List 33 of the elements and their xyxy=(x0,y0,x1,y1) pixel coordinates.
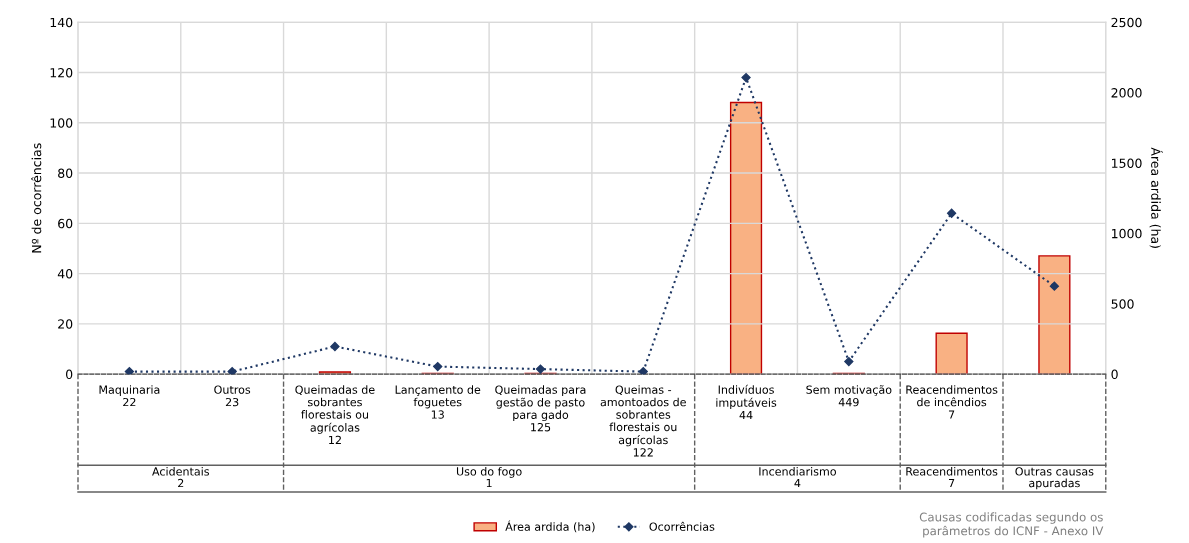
x-tick-label: Queimadas de sobrantes florestais ou agrícolas 12 xyxy=(295,385,375,444)
y2-tick-label: 1000 xyxy=(1112,228,1142,239)
y-tick-label: 0 xyxy=(66,369,73,380)
legend-label: Área ardida (ha) xyxy=(505,520,595,533)
y2-tick-label: 2000 xyxy=(1111,88,1142,98)
y2-tick-label: 500 xyxy=(1111,299,1134,309)
y-tick-label: 140 xyxy=(50,17,73,28)
y2-tick-label: 0 xyxy=(1111,369,1118,380)
x-tick-label: Lançamento de foguetes 13 xyxy=(395,385,481,419)
y-tick-label: 120 xyxy=(50,68,73,78)
y2-axis-title: Área ardida (ha) xyxy=(1149,147,1163,248)
text: Reacendimentos 7 xyxy=(906,467,998,488)
text: Acidentais 2 xyxy=(152,467,210,488)
y2-tick-label: 2500 xyxy=(1111,17,1142,28)
text: Incendiarismo 4 xyxy=(759,467,836,488)
text: Outras causas apuradas xyxy=(1015,467,1094,490)
y2-tick-label: 1500 xyxy=(1112,158,1142,168)
x-tick-label: Queimas - amontoados de sobrantes florestais ou agrícolas 122 xyxy=(600,385,686,457)
text: Causas codificadas segundo os parâmetros do ICNF - Anexo IV xyxy=(919,512,1104,538)
x-tick-label: Maquinaria 22 xyxy=(99,385,160,407)
y-tick-label: 20 xyxy=(58,319,73,329)
y-axis-title: Nº de ocorrências xyxy=(31,143,42,253)
x-tick-label: Reacendimentos de incêndios 7 xyxy=(906,385,998,419)
x-tick-label: Sem motivação 449 xyxy=(806,385,892,407)
legend-label: Ocorrências xyxy=(649,521,715,531)
x-tick-label: Outros 23 xyxy=(214,385,251,407)
x-tick-label: Indivíduos imputáveis 44 xyxy=(716,384,777,420)
y-tick-label: 100 xyxy=(50,118,73,128)
y-tick-label: 60 xyxy=(58,218,73,229)
y-tick-label: 80 xyxy=(58,168,73,178)
x-tick-label: Queimadas para gestão de pasto para gado 125 xyxy=(495,385,586,432)
text: Uso do fogo 1 xyxy=(456,467,522,488)
y-tick-label: 40 xyxy=(57,269,73,279)
